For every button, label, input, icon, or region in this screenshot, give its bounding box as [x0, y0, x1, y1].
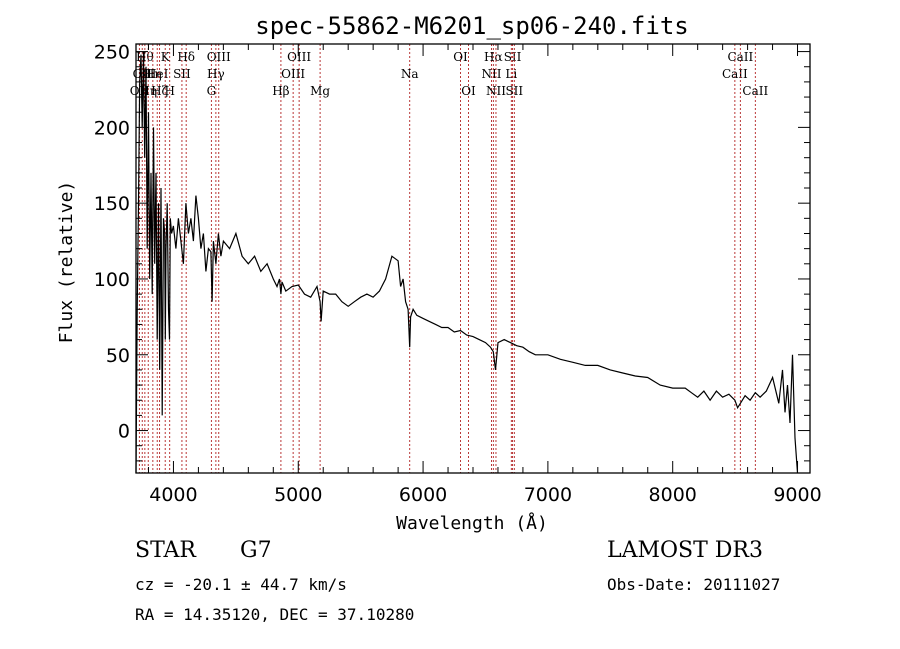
line-label-5: HeI [146, 67, 169, 81]
object-subclass: G7 [240, 538, 272, 563]
line-label-16: OIII [287, 50, 311, 64]
object-class: STAR [135, 538, 196, 563]
line-label-23: NII [486, 84, 506, 98]
line-label-18: Na [401, 67, 419, 81]
x-tick-label-5: 9000 [773, 484, 821, 506]
line-label-25: SII [504, 50, 522, 64]
line-label-29: CaII [742, 84, 768, 98]
line-label-22: Hα [484, 50, 503, 64]
line-label-15: OIII [281, 67, 305, 81]
survey-name: LAMOST DR3 [607, 538, 763, 563]
line-label-28: CaII [727, 50, 753, 64]
line-label-17: Mg [310, 84, 330, 98]
y-axis-label: Flux (relative) [56, 181, 77, 344]
line-label-20: OI [461, 84, 476, 98]
line-label-2: Hθ [136, 50, 154, 64]
line-label-9: SII [173, 67, 191, 81]
sky-coordinates: RA = 14.35120, DEC = 37.10280 [135, 605, 415, 624]
line-label-10: Hδ [177, 50, 195, 64]
x-axis-label: Wavelength (Å) [396, 512, 548, 534]
line-label-26: SII [505, 84, 523, 98]
line-label-14: Hβ [272, 84, 289, 98]
line-label-8: H [164, 84, 174, 98]
line-label-19: OI [453, 50, 468, 64]
x-tick-label-4: 8000 [649, 484, 697, 506]
redshift-cz: cz = -20.1 ± 44.7 km/s [135, 575, 347, 594]
observation-date: Obs-Date: 20111027 [607, 575, 781, 594]
y-tick-label-4: 200 [94, 117, 130, 139]
x-tick-label-1: 5000 [274, 484, 322, 506]
y-tick-label-1: 50 [106, 345, 130, 367]
line-label-6: Hζ [151, 84, 168, 98]
x-tick-label-0: 4000 [149, 484, 197, 506]
x-tick-label-3: 7000 [524, 484, 572, 506]
x-tick-label-2: 6000 [399, 484, 447, 506]
emission-line-markers: OIIOIIHθHηHηHeIHζKHSIIHδGHγOIIIHβOIIIOII… [130, 44, 768, 473]
y-tick-label-3: 150 [94, 193, 130, 215]
line-label-13: OIII [207, 50, 231, 64]
flux-series-line [135, 51, 799, 474]
line-label-27: CaII [722, 67, 748, 81]
plot-frame [135, 43, 811, 474]
line-label-1: OII [133, 67, 153, 81]
line-label-7: K [161, 50, 171, 64]
y-tick-label-5: 250 [94, 42, 130, 64]
line-label-24: Li [505, 67, 517, 81]
line-label-12: Hγ [207, 67, 225, 81]
y-tick-label-2: 100 [94, 269, 130, 291]
line-label-11: G [207, 84, 217, 98]
chart-title: spec-55862-M6201_sp06-240.fits [255, 12, 688, 40]
y-tick-label-0: 0 [118, 421, 130, 443]
line-label-21: NII [481, 67, 501, 81]
axis-ticks: 4000 5000 6000 7000 8000 9000 0 50 100 150 200 250 [94, 42, 822, 506]
